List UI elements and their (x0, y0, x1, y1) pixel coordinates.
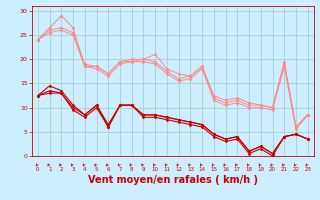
X-axis label: Vent moyen/en rafales ( km/h ): Vent moyen/en rafales ( km/h ) (88, 175, 258, 185)
